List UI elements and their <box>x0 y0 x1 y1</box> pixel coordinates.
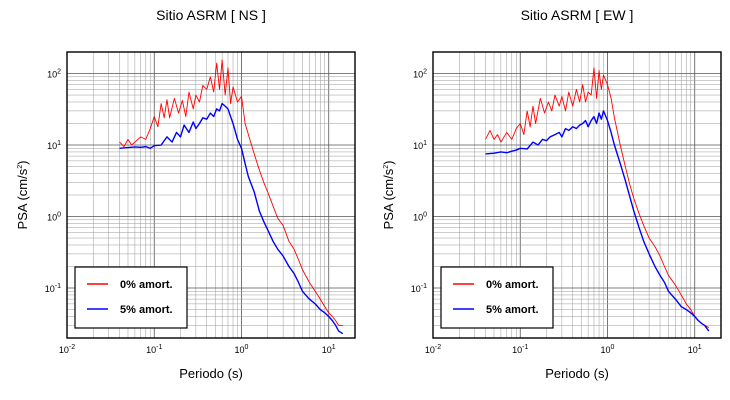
y-tick-label: 102 <box>47 69 61 80</box>
x-tick-label: 10-2 <box>425 344 441 355</box>
y-tick-label-base: 10 <box>47 141 57 151</box>
y-tick-label-base: 10 <box>413 213 423 223</box>
series-line-damping-5 <box>119 102 344 335</box>
legend: 0% amort. 5% amort. <box>440 266 554 329</box>
y-tick-label-base: 10 <box>47 70 57 80</box>
y-tick-label-exp: 2 <box>57 69 61 76</box>
x-tick-label-exp: 0 <box>611 344 615 351</box>
y-tick-label-base: 10 <box>47 213 57 223</box>
x-tick-label-exp: -2 <box>69 344 75 351</box>
y-tick-label-exp: 0 <box>423 212 427 219</box>
x-tick-label: 101 <box>688 344 702 355</box>
x-tick-label-exp: 1 <box>332 344 336 351</box>
legend: 0% amort. 5% amort. <box>74 266 188 329</box>
y-tick-label-base: 10 <box>413 141 423 151</box>
y-axis-label-close: ) <box>15 161 30 165</box>
y-axis-label-close: ) <box>381 161 396 165</box>
x-tick-label: 100 <box>601 344 615 355</box>
y-tick-label-exp: -1 <box>55 283 61 290</box>
x-tick-label-exp: -2 <box>435 344 441 351</box>
x-tick-label: 101 <box>322 344 336 355</box>
chart-title: Sitio ASRM [ EW ] <box>521 7 634 23</box>
chart-title: Sitio ASRM [ NS ] <box>156 7 266 23</box>
y-tick-label: 101 <box>413 140 427 151</box>
x-axis-label: Periodo (s) <box>545 366 609 381</box>
y-axis-label-exp: 2 <box>383 165 390 169</box>
y-tick-label-exp: 0 <box>57 212 61 219</box>
y-tick-label-exp: -1 <box>421 283 427 290</box>
y-tick-label-base: 10 <box>411 284 421 294</box>
x-tick-label-exp: -1 <box>522 344 528 351</box>
x-tick-labels: 10-2 10-1 100 101 <box>425 344 702 355</box>
legend-label: 5% amort. <box>486 304 539 316</box>
y-tick-label-base: 10 <box>413 70 423 80</box>
x-tick-label: 100 <box>235 344 249 355</box>
plot-frame <box>432 51 722 339</box>
x-tick-label-exp: 0 <box>245 344 249 351</box>
x-tick-label-base: 10 <box>512 345 522 355</box>
series-line-damping-5 <box>485 110 710 332</box>
y-tick-label-exp: 1 <box>423 140 427 147</box>
y-tick-label: 102 <box>413 69 427 80</box>
x-tick-label-base: 10 <box>146 345 156 355</box>
plot-frame <box>66 51 356 339</box>
x-axis-label: Periodo (s) <box>179 366 243 381</box>
y-axis-label-exp: 2 <box>17 165 24 169</box>
x-tick-label: 10-1 <box>146 344 162 355</box>
legend-box <box>440 266 554 329</box>
x-tick-label-base: 10 <box>59 345 69 355</box>
legend-label: 5% amort. <box>120 304 173 316</box>
y-tick-label-base: 10 <box>45 284 55 294</box>
x-tick-label-base: 10 <box>425 345 435 355</box>
legend-box <box>74 266 188 329</box>
x-tick-label-base: 10 <box>322 345 332 355</box>
series-line-damping-0 <box>485 67 710 328</box>
x-tick-labels: 10-2 10-1 100 101 <box>59 344 336 355</box>
y-tick-label: 100 <box>413 212 427 223</box>
y-axis-label: PSA (cm/s2) <box>381 161 396 230</box>
x-tick-label: 10-1 <box>512 344 528 355</box>
y-tick-label-exp: 1 <box>57 140 61 147</box>
y-tick-label: 10-1 <box>45 283 61 294</box>
x-tick-label-base: 10 <box>235 345 245 355</box>
y-axis-label-text: PSA (cm/s <box>15 168 30 229</box>
x-tick-label: 10-2 <box>59 344 75 355</box>
x-tick-label-base: 10 <box>601 345 611 355</box>
series-line-damping-0 <box>119 59 343 326</box>
y-axis-label-text: PSA (cm/s <box>381 168 396 229</box>
x-tick-label-base: 10 <box>688 345 698 355</box>
panel-ns: Sitio ASRM [ NS ]10-2 10-1 100 10110-110010… <box>15 7 356 381</box>
x-tick-label-exp: 1 <box>698 344 702 351</box>
y-tick-label-exp: 2 <box>423 69 427 76</box>
y-tick-label: 101 <box>47 140 61 151</box>
panel-ew: Sitio ASRM [ EW ]10-2 10-1 100 10110-110010… <box>381 7 722 381</box>
legend-label: 0% amort. <box>486 279 539 291</box>
y-axis-label: PSA (cm/s2) <box>15 161 30 230</box>
y-tick-label: 100 <box>47 212 61 223</box>
x-tick-label-exp: -1 <box>156 344 162 351</box>
y-tick-label: 10-1 <box>411 283 427 294</box>
legend-label: 0% amort. <box>120 279 173 291</box>
